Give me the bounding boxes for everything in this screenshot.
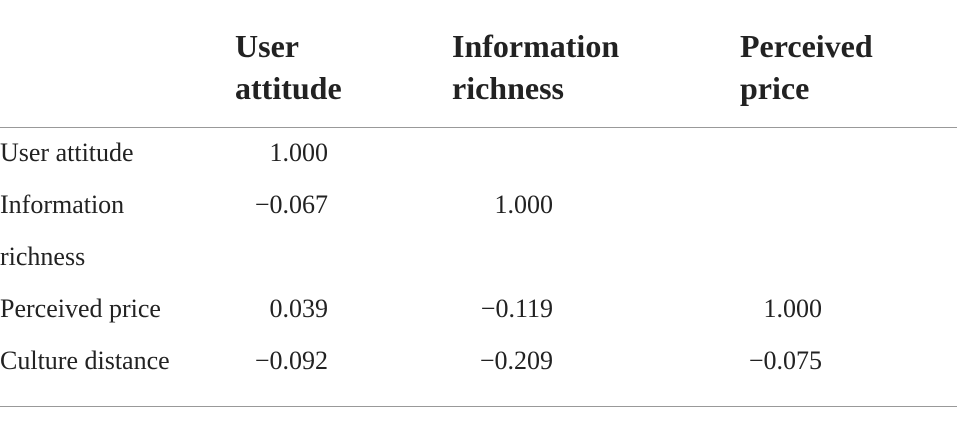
- row-label: User attitude: [0, 138, 134, 167]
- row-label: Information richness: [0, 190, 125, 271]
- row-label: Perceived price: [0, 294, 161, 323]
- cell-value: −0.067: [254, 190, 328, 219]
- cell-value: 0.039: [269, 294, 329, 323]
- cell-value: −0.092: [254, 346, 328, 375]
- cell-value: 1.000: [494, 190, 554, 219]
- cell-value: 1.000: [269, 138, 329, 167]
- cell-value: −0.119: [480, 294, 553, 323]
- cell-value: −0.075: [748, 346, 822, 375]
- column-header: User attitude: [235, 28, 342, 106]
- bottom-rule: [0, 406, 957, 407]
- header-rule: [0, 127, 957, 128]
- cell-value: 1.000: [763, 294, 823, 323]
- row-label: Culture distance: [0, 346, 170, 375]
- column-header: Perceived price: [740, 28, 873, 106]
- column-header: Information richness: [452, 28, 620, 106]
- cell-value: −0.209: [479, 346, 553, 375]
